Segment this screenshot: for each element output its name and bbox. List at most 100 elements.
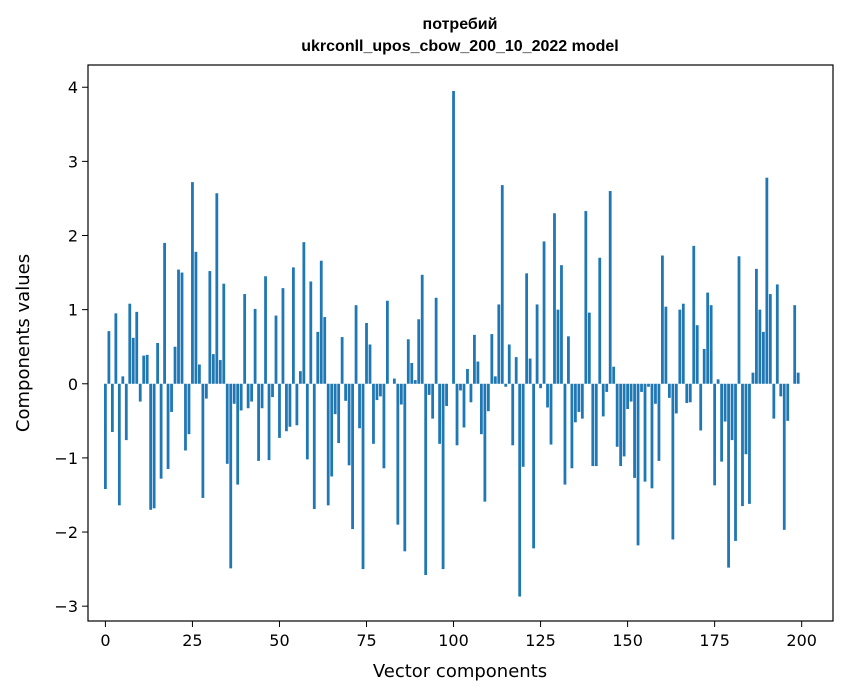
bar-180	[730, 383, 734, 441]
bar-108	[480, 383, 483, 435]
bar-38	[236, 383, 240, 485]
bar-181	[734, 383, 737, 541]
x-tick-label: 125	[525, 631, 556, 650]
bar-163	[671, 383, 675, 540]
bar-133	[567, 336, 570, 384]
bar-134	[570, 383, 574, 469]
bar-182	[737, 256, 741, 384]
y-ticks: −3 −2 −1 0 1 2 3 4	[54, 78, 88, 616]
bar-128	[549, 383, 553, 445]
bar-48	[271, 383, 274, 398]
bar-16	[159, 383, 163, 479]
bar-176	[716, 379, 720, 384]
bar-39	[239, 383, 243, 411]
bar-115	[504, 383, 508, 387]
bar-135	[573, 383, 577, 423]
chart-title-line2: ukrconll_upos_cbow_200_10_2022 model	[301, 38, 618, 55]
bar-173	[706, 292, 710, 384]
bar-100	[452, 90, 455, 384]
bar-110	[486, 383, 490, 412]
bar-86	[403, 383, 407, 552]
bar-43	[253, 308, 257, 384]
bar-79	[379, 383, 382, 397]
bar-179	[727, 383, 730, 568]
bar-6	[124, 383, 128, 441]
bar-92	[424, 383, 428, 576]
bar-64	[326, 383, 330, 506]
bar-136	[577, 383, 581, 412]
bar-3	[114, 313, 118, 384]
x-tick-label: 0	[100, 631, 110, 650]
bar-73	[358, 383, 361, 429]
bar-96	[438, 383, 442, 444]
bar-41	[246, 383, 250, 409]
bar-185	[748, 383, 751, 504]
bar-102	[459, 383, 462, 391]
bar-27	[198, 364, 201, 384]
bar-9	[135, 311, 139, 384]
bar-122	[528, 358, 532, 384]
bars-group	[104, 90, 800, 597]
bar-111	[490, 334, 494, 384]
bar-132	[563, 383, 567, 485]
bar-70	[347, 383, 351, 466]
bar-20	[173, 346, 177, 384]
bar-18	[166, 383, 170, 470]
bar-37	[232, 383, 236, 404]
bar-114	[500, 185, 504, 384]
bar-165	[678, 309, 682, 384]
bar-123	[532, 383, 535, 549]
bar-63	[323, 317, 327, 384]
bar-83	[392, 378, 396, 384]
bar-71	[351, 383, 354, 530]
bar-68	[340, 337, 344, 384]
bar-193	[775, 284, 779, 384]
bar-15	[156, 343, 160, 384]
bar-143	[601, 383, 605, 417]
bar-188	[758, 309, 762, 384]
bar-95	[434, 297, 438, 384]
bar-61	[316, 331, 320, 384]
bar-104	[466, 368, 469, 384]
bar-151	[629, 383, 633, 402]
bar-66	[333, 383, 337, 415]
bar-105	[469, 383, 473, 403]
bar-81	[386, 300, 389, 384]
bar-80	[382, 383, 386, 469]
bar-187	[755, 268, 758, 384]
bar-25	[191, 182, 194, 384]
bar-161	[664, 306, 668, 384]
bar-107	[476, 361, 480, 384]
bar-142	[598, 257, 602, 384]
bar-101	[455, 383, 459, 446]
bar-178	[723, 383, 727, 422]
bar-147	[615, 383, 619, 447]
bar-52	[285, 383, 288, 432]
bar-149	[622, 383, 626, 457]
bar-32	[215, 193, 219, 384]
bar-2	[110, 383, 114, 432]
bar-172	[702, 348, 706, 384]
bar-141	[594, 383, 598, 467]
bar-138	[584, 211, 588, 384]
x-ticks: 0 25 50 75 100 125 150 175 200	[100, 621, 817, 650]
bar-62	[319, 260, 323, 384]
bar-112	[493, 376, 497, 384]
bar-159	[657, 383, 661, 461]
bar-198	[793, 305, 797, 384]
bar-117	[511, 383, 515, 446]
y-tick-label: −1	[54, 449, 78, 468]
bar-47	[267, 383, 271, 461]
bar-89	[413, 380, 417, 384]
bar-17	[163, 242, 166, 384]
bar-154	[640, 383, 643, 392]
bar-175	[713, 383, 717, 486]
bar-28	[201, 383, 205, 498]
bar-131	[560, 265, 563, 384]
bar-199	[796, 372, 800, 384]
bar-84	[396, 383, 400, 525]
bar-162	[667, 383, 671, 398]
bar-192	[772, 383, 776, 419]
bar-137	[580, 383, 584, 419]
